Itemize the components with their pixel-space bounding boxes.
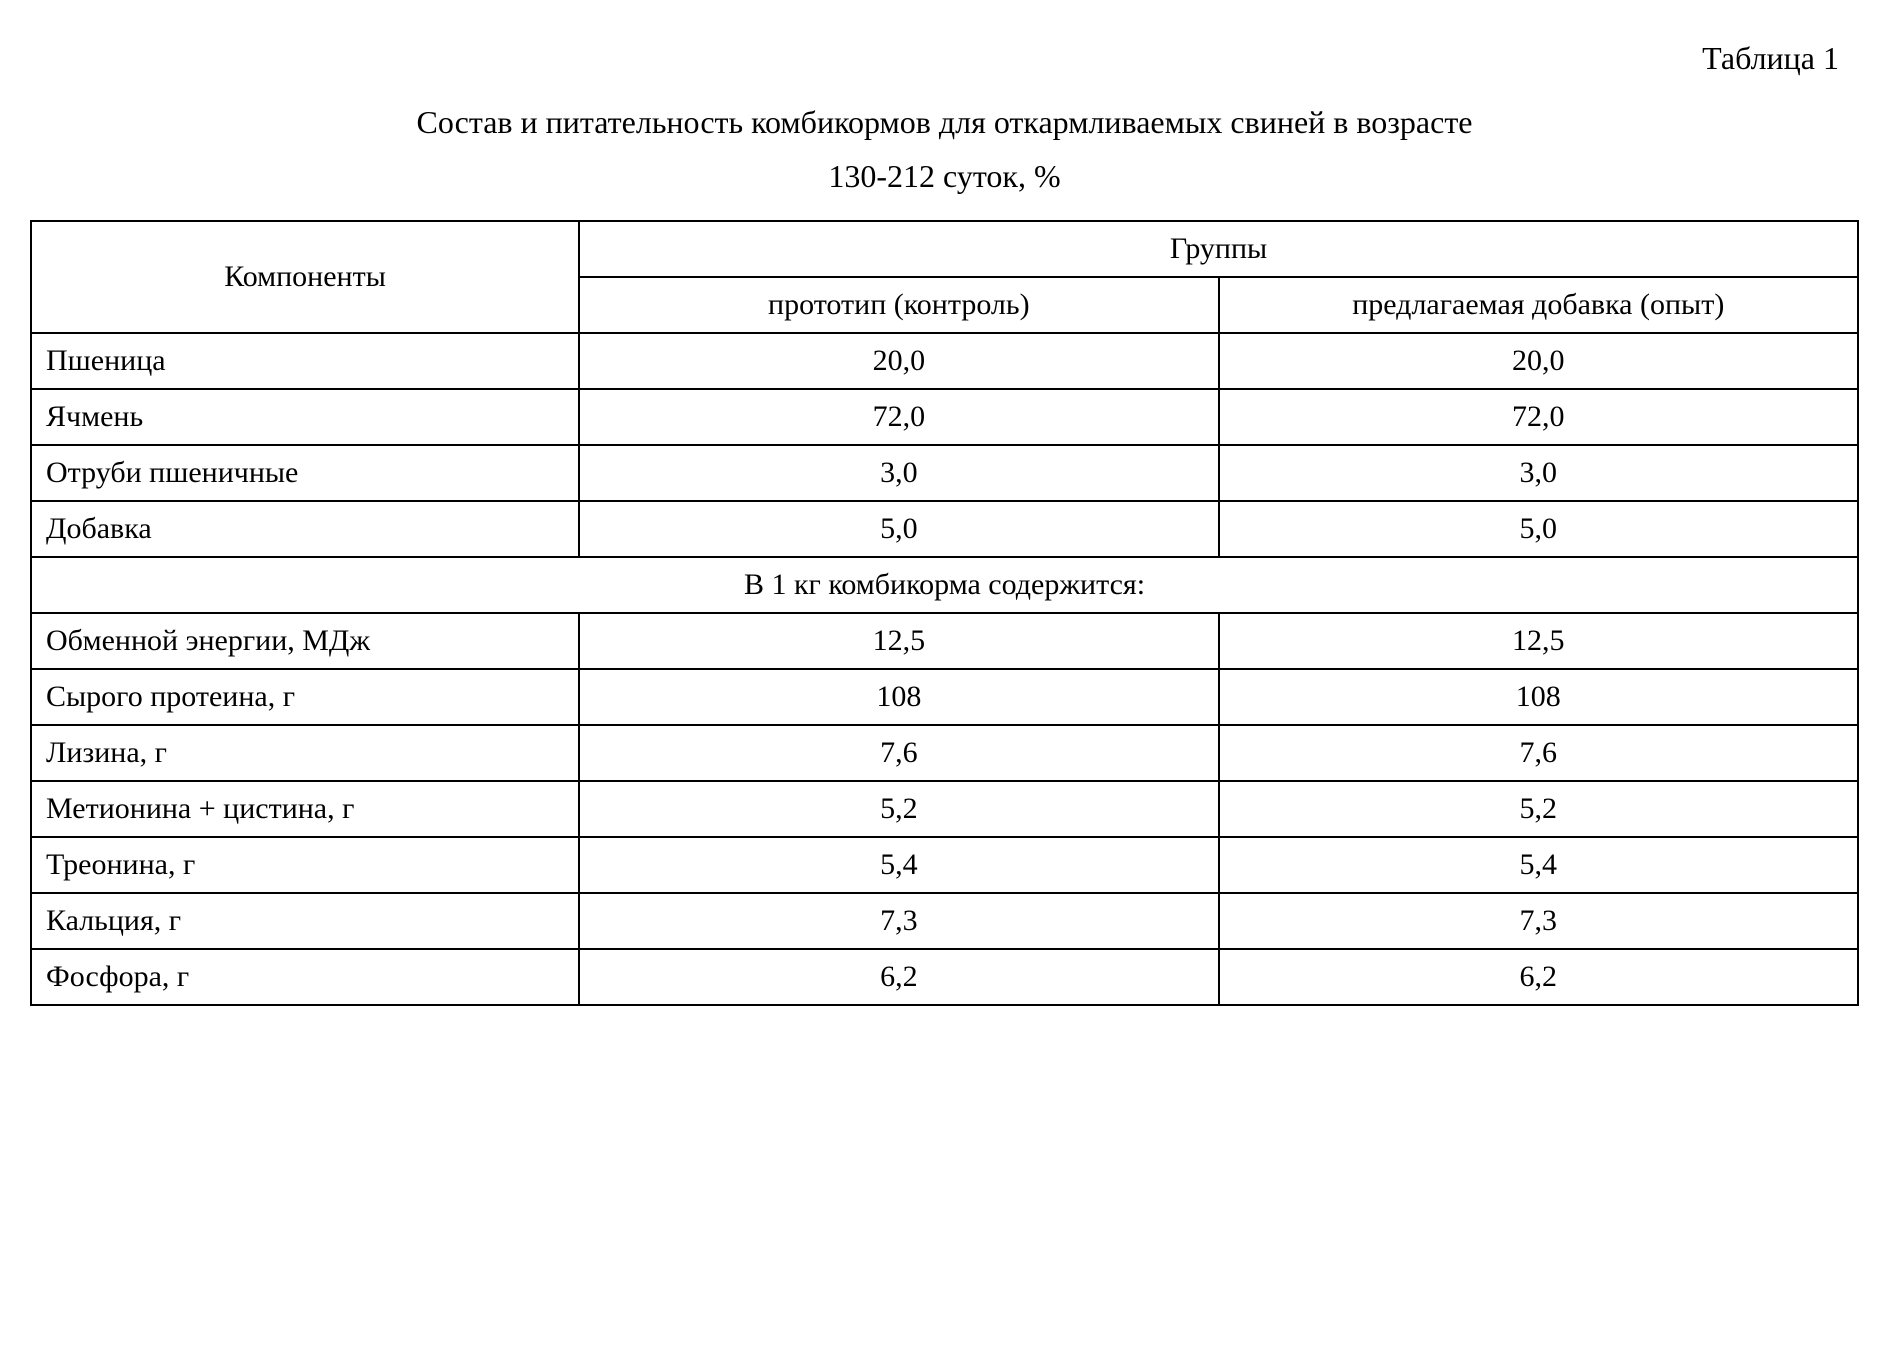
row-value-col2: 12,5 xyxy=(1219,613,1858,669)
table-number-label: Таблица 1 xyxy=(30,40,1839,77)
row-value-col2: 72,0 xyxy=(1219,389,1858,445)
feed-composition-table: Компоненты Группы прототип (контроль) пр… xyxy=(30,220,1859,1006)
row-label: Пшеница xyxy=(31,333,579,389)
row-value-col1: 7,3 xyxy=(579,893,1218,949)
row-value-col1: 5,4 xyxy=(579,837,1218,893)
row-label: Треонина, г xyxy=(31,837,579,893)
table-section-header-row: В 1 кг комбикорма содержится: xyxy=(31,557,1858,613)
row-value-col1: 5,0 xyxy=(579,501,1218,557)
table-row: Лизина, г 7,6 7,6 xyxy=(31,725,1858,781)
table-title-line2: 130-212 суток, % xyxy=(30,158,1859,195)
row-label: Обменной энергии, МДж xyxy=(31,613,579,669)
table-header-row-1: Компоненты Группы xyxy=(31,221,1858,277)
row-label: Добавка xyxy=(31,501,579,557)
row-label: Метионина + цистина, г xyxy=(31,781,579,837)
row-value-col2: 3,0 xyxy=(1219,445,1858,501)
row-label: Сырого протеина, г xyxy=(31,669,579,725)
table-row: Пшеница 20,0 20,0 xyxy=(31,333,1858,389)
table-row: Обменной энергии, МДж 12,5 12,5 xyxy=(31,613,1858,669)
header-components: Компоненты xyxy=(31,221,579,333)
row-value-col1: 20,0 xyxy=(579,333,1218,389)
row-label: Фосфора, г xyxy=(31,949,579,1005)
row-value-col2: 6,2 xyxy=(1219,949,1858,1005)
table-row: Фосфора, г 6,2 6,2 xyxy=(31,949,1858,1005)
row-value-col2: 108 xyxy=(1219,669,1858,725)
row-value-col2: 5,2 xyxy=(1219,781,1858,837)
table-row: Ячмень 72,0 72,0 xyxy=(31,389,1858,445)
table-row: Сырого протеина, г 108 108 xyxy=(31,669,1858,725)
header-col-proposed: предлагаемая добавка (опыт) xyxy=(1219,277,1858,333)
row-value-col2: 7,3 xyxy=(1219,893,1858,949)
table-row: Отруби пшеничные 3,0 3,0 xyxy=(31,445,1858,501)
table-row: Метионина + цистина, г 5,2 5,2 xyxy=(31,781,1858,837)
table-row: Треонина, г 5,4 5,4 xyxy=(31,837,1858,893)
table-row: Добавка 5,0 5,0 xyxy=(31,501,1858,557)
table-title-line1: Состав и питательность комбикормов для о… xyxy=(30,97,1859,148)
row-value-col2: 7,6 xyxy=(1219,725,1858,781)
section-header: В 1 кг комбикорма содержится: xyxy=(31,557,1858,613)
row-value-col1: 7,6 xyxy=(579,725,1218,781)
row-label: Кальция, г xyxy=(31,893,579,949)
row-value-col1: 108 xyxy=(579,669,1218,725)
row-label: Ячмень xyxy=(31,389,579,445)
row-value-col1: 5,2 xyxy=(579,781,1218,837)
row-value-col2: 20,0 xyxy=(1219,333,1858,389)
row-value-col2: 5,0 xyxy=(1219,501,1858,557)
header-groups: Группы xyxy=(579,221,1858,277)
row-value-col2: 5,4 xyxy=(1219,837,1858,893)
row-value-col1: 12,5 xyxy=(579,613,1218,669)
row-label: Лизина, г xyxy=(31,725,579,781)
table-row: Кальция, г 7,3 7,3 xyxy=(31,893,1858,949)
row-value-col1: 6,2 xyxy=(579,949,1218,1005)
row-value-col1: 72,0 xyxy=(579,389,1218,445)
row-label: Отруби пшеничные xyxy=(31,445,579,501)
row-value-col1: 3,0 xyxy=(579,445,1218,501)
header-col-prototype: прототип (контроль) xyxy=(579,277,1218,333)
